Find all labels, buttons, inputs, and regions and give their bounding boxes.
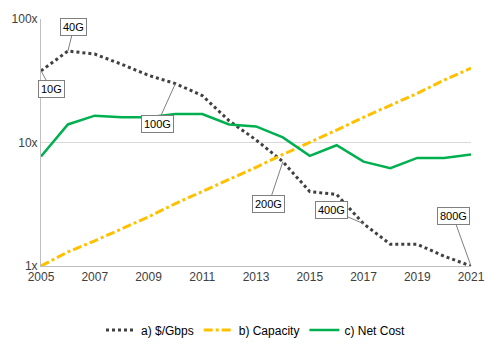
svg-text:200G: 200G [255, 198, 282, 210]
svg-text:800G: 800G [440, 210, 467, 222]
svg-text:10G: 10G [41, 83, 62, 95]
svg-text:400G: 400G [318, 204, 345, 216]
svg-text:b) Capacity: b) Capacity [239, 324, 300, 338]
svg-text:1x: 1x [25, 259, 38, 273]
svg-text:c) Net Cost: c) Net Cost [344, 324, 405, 338]
svg-text:2021: 2021 [458, 270, 485, 284]
svg-text:100x: 100x [12, 12, 38, 26]
svg-text:2011: 2011 [189, 270, 215, 284]
svg-text:100G: 100G [144, 118, 171, 130]
svg-text:2007: 2007 [81, 270, 108, 284]
svg-text:2017: 2017 [350, 270, 377, 284]
svg-text:40G: 40G [63, 21, 84, 33]
svg-text:2019: 2019 [404, 270, 431, 284]
svg-text:2005: 2005 [28, 270, 55, 284]
svg-text:2013: 2013 [243, 270, 270, 284]
svg-text:10x: 10x [18, 136, 37, 150]
svg-text:a) $/Gbps: a) $/Gbps [141, 324, 194, 338]
svg-text:2009: 2009 [135, 270, 162, 284]
svg-text:2015: 2015 [296, 270, 323, 284]
